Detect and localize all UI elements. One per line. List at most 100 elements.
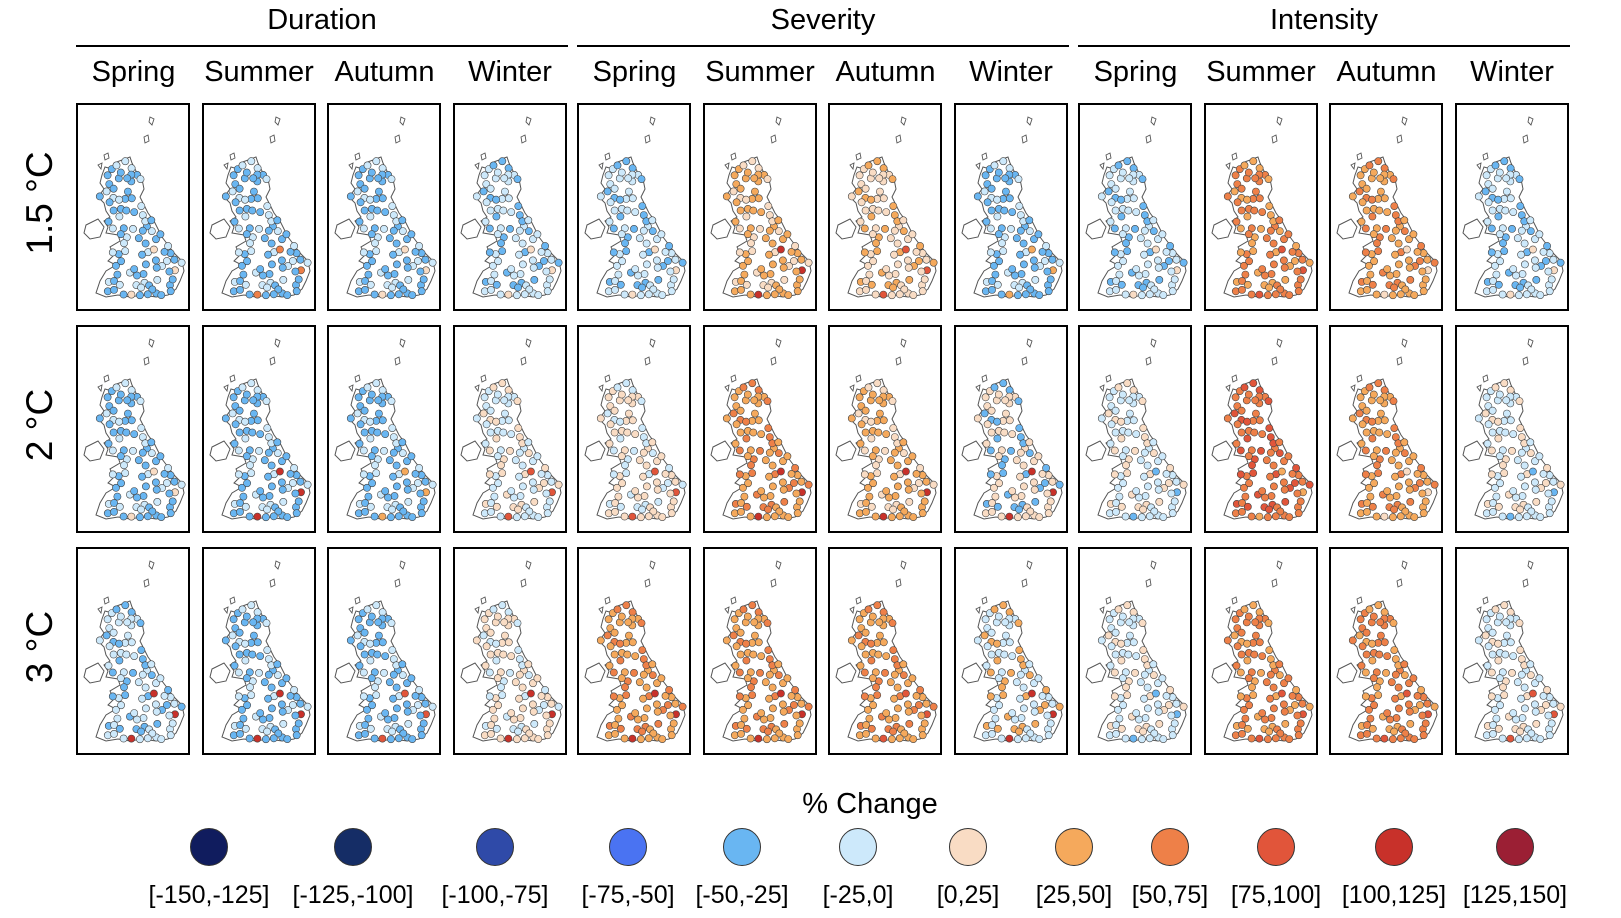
station-marker	[526, 245, 535, 254]
island-outline	[604, 374, 611, 383]
station-marker	[980, 187, 988, 196]
station-marker	[490, 714, 498, 723]
station-marker	[545, 497, 554, 506]
station-marker	[547, 699, 555, 708]
station-marker	[1501, 396, 1510, 405]
station-marker	[987, 499, 996, 507]
station-marker	[235, 628, 243, 637]
station-marker	[888, 619, 897, 627]
station-marker	[1264, 619, 1272, 627]
station-marker	[419, 719, 428, 728]
station-marker	[639, 472, 647, 481]
station-marker	[1526, 285, 1535, 294]
station-marker	[1305, 702, 1313, 711]
station-marker	[1294, 731, 1303, 740]
uk-map	[83, 116, 186, 300]
island-outline	[1350, 606, 1356, 615]
row-label-warming-level: 2 °C	[5, 325, 75, 525]
station-marker	[515, 226, 524, 235]
station-marker	[987, 277, 996, 285]
station-marker	[761, 456, 770, 465]
station-marker	[136, 397, 145, 405]
station-marker	[278, 707, 287, 716]
station-marker	[1257, 208, 1266, 216]
station-marker	[110, 729, 118, 738]
station-marker	[363, 383, 372, 392]
station-marker	[640, 492, 649, 500]
station-marker	[993, 434, 1001, 443]
season-label-winter: Winter	[969, 56, 1053, 88]
station-marker	[124, 631, 132, 640]
group-underline	[1078, 45, 1570, 47]
station-marker	[1158, 674, 1167, 683]
station-marker	[989, 483, 998, 492]
island-outline	[604, 152, 611, 161]
station-marker	[296, 477, 304, 486]
station-marker	[905, 275, 914, 284]
station-marker	[735, 224, 744, 233]
station-marker	[778, 235, 787, 244]
station-marker	[631, 709, 640, 717]
station-marker	[1243, 434, 1251, 443]
station-marker	[1231, 171, 1239, 180]
station-marker	[247, 206, 256, 215]
station-marker	[1298, 699, 1306, 708]
station-marker	[1530, 235, 1539, 244]
station-marker	[613, 483, 621, 492]
station-marker	[1290, 257, 1299, 265]
station-marker	[255, 652, 264, 660]
station-marker	[152, 235, 160, 244]
station-marker	[1366, 492, 1375, 501]
station-marker	[116, 230, 125, 239]
station-marker	[1110, 692, 1119, 701]
station-marker	[754, 734, 762, 743]
station-marker	[506, 265, 515, 273]
station-marker	[1482, 615, 1490, 624]
station-marker	[876, 187, 884, 196]
station-marker	[407, 230, 416, 239]
station-marker	[547, 255, 555, 264]
station-marker	[1361, 692, 1370, 701]
station-marker	[1010, 271, 1019, 280]
station-marker	[637, 175, 646, 183]
station-marker	[1154, 700, 1162, 709]
station-marker	[120, 683, 128, 692]
station-marker	[1000, 396, 1009, 405]
station-marker	[654, 275, 663, 284]
station-marker	[148, 507, 157, 516]
station-marker	[1269, 239, 1277, 248]
station-marker	[1382, 225, 1390, 233]
station-marker	[1244, 612, 1253, 621]
station-marker	[537, 469, 545, 478]
station-marker	[289, 464, 298, 472]
station-marker	[862, 721, 870, 729]
station-marker	[404, 497, 413, 506]
northern-ireland-outline	[334, 218, 356, 240]
station-marker	[741, 417, 750, 426]
station-marker	[1019, 260, 1028, 269]
station-marker	[367, 168, 376, 177]
station-marker	[1021, 512, 1030, 521]
island-outline	[148, 338, 155, 348]
station-marker	[492, 656, 500, 665]
station-marker	[617, 612, 626, 621]
station-marker	[1366, 714, 1375, 723]
station-marker	[415, 686, 423, 694]
station-marker	[262, 727, 271, 736]
station-marker	[147, 438, 156, 447]
station-marker	[1382, 447, 1390, 455]
station-marker	[759, 493, 768, 502]
station-marker	[255, 208, 264, 216]
station-marker	[1230, 409, 1238, 418]
station-marker	[112, 483, 120, 492]
station-marker	[249, 631, 258, 640]
station-marker	[847, 414, 856, 423]
station-marker	[235, 721, 244, 729]
station-marker	[372, 691, 381, 699]
station-marker	[372, 157, 381, 166]
station-marker	[1267, 714, 1275, 722]
station-marker	[1138, 397, 1147, 405]
station-marker	[1260, 271, 1269, 280]
island-outline	[97, 384, 103, 393]
station-marker	[1237, 184, 1245, 193]
